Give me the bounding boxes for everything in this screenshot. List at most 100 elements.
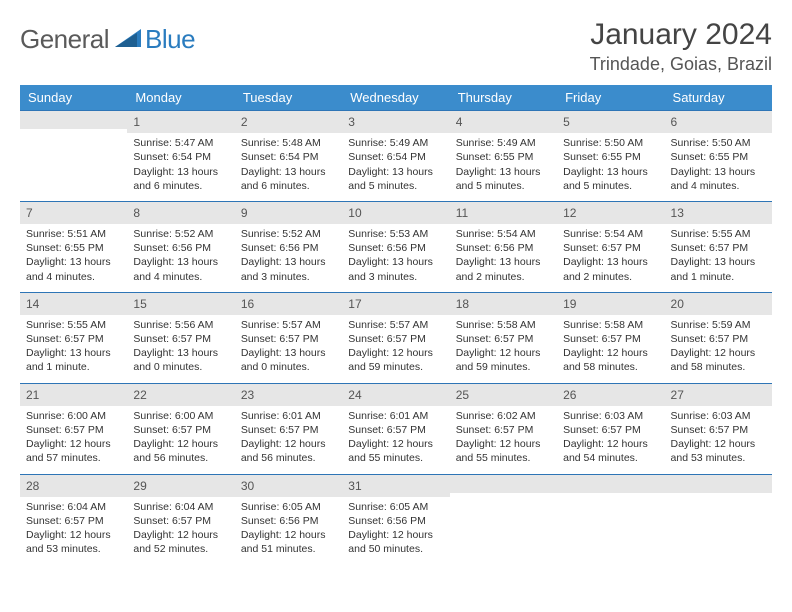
calendar-week-row: 14Sunrise: 5:55 AMSunset: 6:57 PMDayligh… — [20, 292, 772, 383]
day-detail-line: Daylight: 13 hours — [563, 255, 658, 269]
day-number: 3 — [342, 111, 449, 133]
day-detail-line: and 58 minutes. — [563, 360, 658, 374]
day-detail-line: Sunset: 6:57 PM — [133, 332, 228, 346]
day-detail-line: Sunset: 6:55 PM — [563, 150, 658, 164]
calendar-day-cell: 18Sunrise: 5:58 AMSunset: 6:57 PMDayligh… — [450, 292, 557, 383]
day-detail-line: Daylight: 12 hours — [241, 437, 336, 451]
calendar-day-cell: 5Sunrise: 5:50 AMSunset: 6:55 PMDaylight… — [557, 111, 664, 202]
day-detail-line: Sunset: 6:56 PM — [456, 241, 551, 255]
day-detail-line: and 1 minute. — [26, 360, 121, 374]
calendar-week-row: 7Sunrise: 5:51 AMSunset: 6:55 PMDaylight… — [20, 201, 772, 292]
day-detail-line: Sunrise: 5:58 AM — [456, 318, 551, 332]
day-detail-line: Sunrise: 6:00 AM — [133, 409, 228, 423]
day-detail-line: and 57 minutes. — [26, 451, 121, 465]
day-details: Sunrise: 6:01 AMSunset: 6:57 PMDaylight:… — [235, 406, 342, 474]
day-detail-line: and 5 minutes. — [563, 179, 658, 193]
day-detail-line: and 6 minutes. — [241, 179, 336, 193]
day-detail-line: and 55 minutes. — [456, 451, 551, 465]
brand-text-blue: Blue — [145, 24, 195, 55]
calendar-day-cell: 22Sunrise: 6:00 AMSunset: 6:57 PMDayligh… — [127, 383, 234, 474]
day-details: Sunrise: 5:49 AMSunset: 6:55 PMDaylight:… — [450, 133, 557, 201]
day-detail-line: Sunset: 6:56 PM — [241, 241, 336, 255]
day-detail-line: and 53 minutes. — [26, 542, 121, 556]
weekday-header: Monday — [127, 85, 234, 111]
day-details — [665, 493, 772, 551]
day-detail-line: Daylight: 13 hours — [671, 165, 766, 179]
day-detail-line: Sunrise: 6:03 AM — [671, 409, 766, 423]
day-detail-line: Sunrise: 6:00 AM — [26, 409, 121, 423]
calendar-day-cell: 9Sunrise: 5:52 AMSunset: 6:56 PMDaylight… — [235, 201, 342, 292]
day-detail-line: Daylight: 13 hours — [241, 346, 336, 360]
day-number — [450, 475, 557, 493]
day-detail-line: Sunrise: 6:04 AM — [26, 500, 121, 514]
day-detail-line: and 1 minute. — [671, 270, 766, 284]
day-number: 26 — [557, 384, 664, 406]
day-number: 13 — [665, 202, 772, 224]
day-detail-line: and 53 minutes. — [671, 451, 766, 465]
day-number: 29 — [127, 475, 234, 497]
day-detail-line: and 59 minutes. — [456, 360, 551, 374]
day-detail-line: Sunset: 6:57 PM — [456, 423, 551, 437]
day-details: Sunrise: 6:01 AMSunset: 6:57 PMDaylight:… — [342, 406, 449, 474]
day-detail-line: Sunrise: 5:54 AM — [456, 227, 551, 241]
day-detail-line: Daylight: 12 hours — [671, 437, 766, 451]
day-number: 19 — [557, 293, 664, 315]
day-number: 1 — [127, 111, 234, 133]
day-number: 27 — [665, 384, 772, 406]
title-block: January 2024 Trindade, Goias, Brazil — [590, 18, 772, 75]
day-detail-line: Sunrise: 5:55 AM — [671, 227, 766, 241]
calendar-day-cell: 13Sunrise: 5:55 AMSunset: 6:57 PMDayligh… — [665, 201, 772, 292]
day-details: Sunrise: 5:48 AMSunset: 6:54 PMDaylight:… — [235, 133, 342, 201]
day-details: Sunrise: 6:00 AMSunset: 6:57 PMDaylight:… — [20, 406, 127, 474]
day-number: 6 — [665, 111, 772, 133]
day-details: Sunrise: 5:50 AMSunset: 6:55 PMDaylight:… — [665, 133, 772, 201]
day-detail-line: Sunrise: 5:57 AM — [241, 318, 336, 332]
calendar-day-cell: 3Sunrise: 5:49 AMSunset: 6:54 PMDaylight… — [342, 111, 449, 202]
brand-text-general: General — [20, 24, 109, 55]
day-number: 12 — [557, 202, 664, 224]
calendar-day-cell: 21Sunrise: 6:00 AMSunset: 6:57 PMDayligh… — [20, 383, 127, 474]
day-details: Sunrise: 6:05 AMSunset: 6:56 PMDaylight:… — [342, 497, 449, 565]
calendar-day-cell: 11Sunrise: 5:54 AMSunset: 6:56 PMDayligh… — [450, 201, 557, 292]
day-detail-line: Daylight: 12 hours — [456, 346, 551, 360]
calendar-week-row: 21Sunrise: 6:00 AMSunset: 6:57 PMDayligh… — [20, 383, 772, 474]
day-detail-line: and 5 minutes. — [348, 179, 443, 193]
day-detail-line: Daylight: 12 hours — [133, 528, 228, 542]
day-detail-line: Daylight: 13 hours — [133, 165, 228, 179]
day-detail-line: Daylight: 13 hours — [348, 255, 443, 269]
brand-logo: General Blue — [20, 24, 195, 55]
day-details: Sunrise: 6:02 AMSunset: 6:57 PMDaylight:… — [450, 406, 557, 474]
calendar-day-cell: 27Sunrise: 6:03 AMSunset: 6:57 PMDayligh… — [665, 383, 772, 474]
calendar-day-cell — [665, 474, 772, 564]
day-detail-line: Sunrise: 5:47 AM — [133, 136, 228, 150]
day-detail-line: Daylight: 12 hours — [456, 437, 551, 451]
day-details: Sunrise: 5:53 AMSunset: 6:56 PMDaylight:… — [342, 224, 449, 292]
calendar-day-cell — [450, 474, 557, 564]
day-detail-line: Daylight: 12 hours — [348, 346, 443, 360]
calendar-day-cell: 20Sunrise: 5:59 AMSunset: 6:57 PMDayligh… — [665, 292, 772, 383]
calendar-day-cell: 30Sunrise: 6:05 AMSunset: 6:56 PMDayligh… — [235, 474, 342, 564]
calendar-day-cell: 14Sunrise: 5:55 AMSunset: 6:57 PMDayligh… — [20, 292, 127, 383]
day-number: 23 — [235, 384, 342, 406]
day-detail-line: Daylight: 13 hours — [456, 255, 551, 269]
day-details — [20, 129, 127, 187]
day-detail-line: Daylight: 13 hours — [348, 165, 443, 179]
day-detail-line: Sunrise: 5:59 AM — [671, 318, 766, 332]
day-detail-line: Sunrise: 5:54 AM — [563, 227, 658, 241]
location-subtitle: Trindade, Goias, Brazil — [590, 54, 772, 75]
day-details: Sunrise: 5:47 AMSunset: 6:54 PMDaylight:… — [127, 133, 234, 201]
calendar-day-cell: 23Sunrise: 6:01 AMSunset: 6:57 PMDayligh… — [235, 383, 342, 474]
calendar-week-row: 1Sunrise: 5:47 AMSunset: 6:54 PMDaylight… — [20, 111, 772, 202]
day-detail-line: Sunset: 6:57 PM — [26, 332, 121, 346]
day-detail-line: Daylight: 13 hours — [26, 255, 121, 269]
day-detail-line: Daylight: 13 hours — [671, 255, 766, 269]
day-detail-line: Sunrise: 5:49 AM — [348, 136, 443, 150]
day-number: 21 — [20, 384, 127, 406]
day-details: Sunrise: 5:55 AMSunset: 6:57 PMDaylight:… — [665, 224, 772, 292]
month-title: January 2024 — [590, 18, 772, 52]
day-detail-line: Sunset: 6:57 PM — [563, 332, 658, 346]
day-detail-line: Daylight: 13 hours — [241, 165, 336, 179]
weekday-header: Friday — [557, 85, 664, 111]
day-number: 16 — [235, 293, 342, 315]
day-detail-line: and 2 minutes. — [456, 270, 551, 284]
